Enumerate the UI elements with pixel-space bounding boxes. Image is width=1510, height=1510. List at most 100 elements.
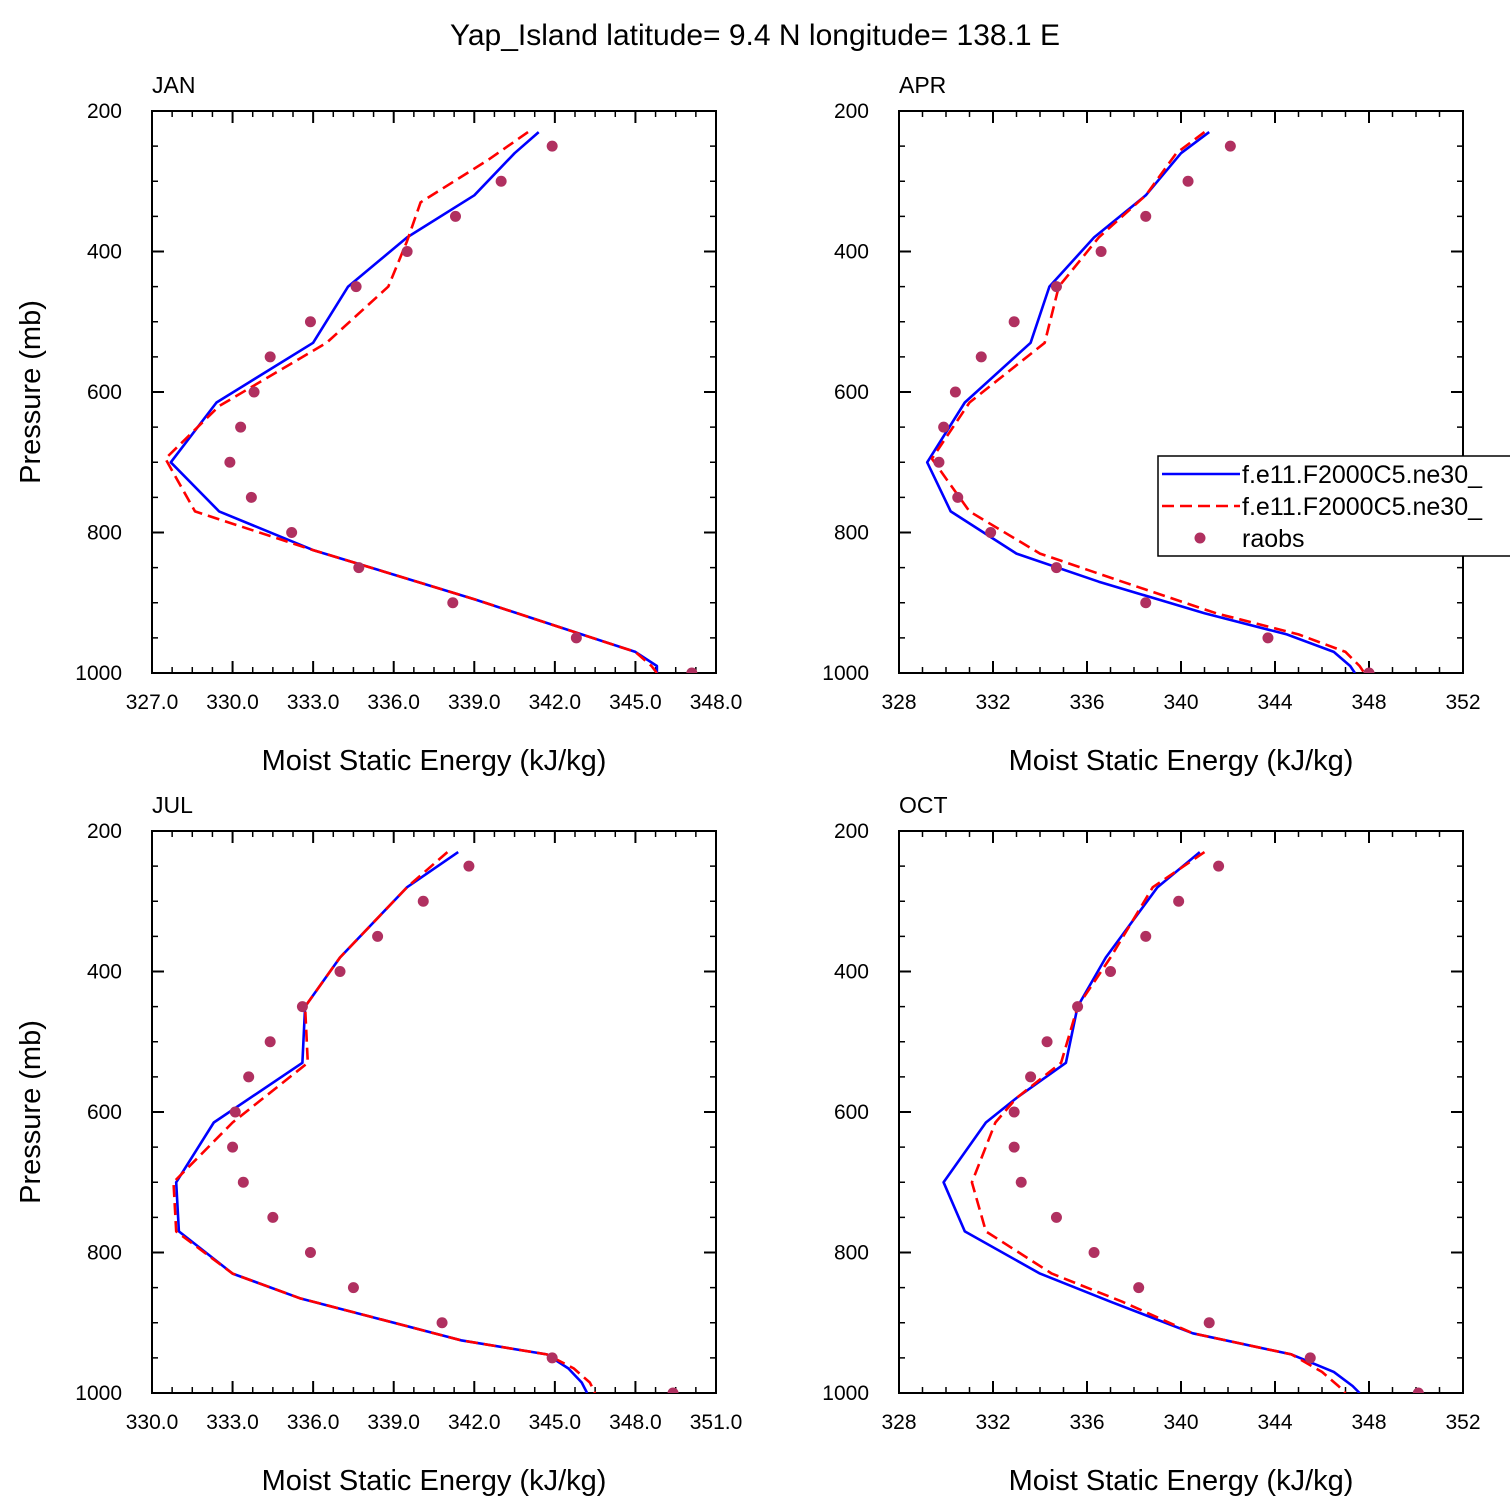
x-tick-label: 330.0: [126, 1411, 179, 1434]
x-tick-label: 348.0: [690, 691, 743, 714]
raobs-point: [417, 895, 429, 907]
raobs-point: [1041, 1036, 1053, 1048]
raobs-point: [1008, 1106, 1020, 1118]
raobs-point: [264, 351, 276, 363]
legend-raobs-marker: [1194, 532, 1206, 544]
y-tick-label: 600: [87, 381, 122, 404]
x-tick-label: 336: [1069, 1411, 1104, 1434]
raobs-point: [1015, 1176, 1027, 1188]
y-tick-label: 600: [87, 1101, 122, 1124]
y-tick-label: 600: [834, 1101, 869, 1124]
series-group: [164, 131, 698, 673]
x-tick-label: 352: [1445, 1411, 1480, 1434]
y-tick-label: 200: [87, 100, 122, 123]
y-tick-label: 1000: [822, 662, 869, 685]
raobs-point: [495, 175, 507, 187]
y-tick-label: 1000: [822, 1382, 869, 1405]
raobs-point: [401, 246, 413, 257]
raobs-point: [1224, 140, 1236, 152]
raobs-point: [1095, 246, 1107, 257]
legend-entry-label: f.e11.F2000C5.ne30_: [1242, 461, 1483, 489]
legend-entry-label: raobs: [1242, 525, 1305, 553]
raobs-point: [546, 1352, 558, 1364]
x-axis-label: Moist Static Energy (kJ/kg): [1009, 1465, 1354, 1497]
raobs-point: [447, 597, 459, 609]
raobs-point: [570, 632, 582, 644]
raobs-point: [267, 1211, 279, 1223]
raobs-point: [304, 316, 316, 328]
raobs-point: [1133, 1282, 1145, 1294]
raobs-point: [286, 527, 298, 538]
x-tick-label: 330.0: [206, 691, 259, 714]
raobs-point: [227, 1141, 239, 1153]
x-tick-label: 342.0: [448, 1411, 501, 1434]
model_b-line: [930, 131, 1366, 673]
raobs-point: [667, 1387, 679, 1393]
figure-title: Yap_Island latitude= 9.4 N longitude= 13…: [450, 19, 1060, 52]
raobs-point: [229, 1106, 241, 1118]
raobs-point: [264, 1036, 276, 1048]
x-tick-label: 339.0: [367, 1411, 420, 1434]
x-tick-label: 342.0: [529, 691, 582, 714]
x-tick-label: 340: [1163, 691, 1198, 714]
raobs-point: [334, 966, 346, 977]
raobs-point: [449, 210, 461, 222]
legend-entry-label: f.e11.F2000C5.ne30_: [1242, 493, 1483, 521]
raobs-point: [985, 527, 997, 538]
raobs-point: [1173, 895, 1185, 907]
raobs-point: [1304, 1352, 1316, 1364]
x-tick-label: 345.0: [609, 691, 662, 714]
x-tick-label: 327.0: [126, 691, 179, 714]
panel-label: JAN: [152, 72, 195, 98]
panel-jan: 327.0 330.0 333.0 336.0 339.0 342.0 345.0 348.0…: [15, 72, 742, 777]
y-tick-label: 200: [834, 100, 869, 123]
panel-label: OCT: [899, 792, 948, 818]
x-tick-label: 344: [1257, 691, 1292, 714]
model_b-line: [164, 131, 658, 673]
y-tick-label: 1000: [75, 1382, 122, 1405]
raobs-point: [436, 1317, 448, 1329]
panel-jul: 330.0 333.0 336.0 339.0 342.0 345.0 348.0 351.0…: [15, 792, 742, 1497]
raobs-point: [1140, 210, 1152, 222]
x-tick-label: 345.0: [529, 1411, 582, 1434]
raobs-point: [1412, 1387, 1424, 1393]
raobs-point: [1088, 1247, 1100, 1258]
x-tick-label: 328: [881, 691, 916, 714]
x-tick-label: 336.0: [367, 691, 420, 714]
y-axis-label: Pressure (mb): [15, 1020, 47, 1204]
y-tick-label: 400: [834, 961, 869, 984]
panels: 327.0 330.0 333.0 336.0 339.0 342.0 345.0 348.0…: [15, 72, 1510, 1497]
series-group: [172, 851, 679, 1393]
raobs-point: [304, 1247, 316, 1258]
legend: f.e11.F2000C5.ne30_ f.e11.F2000C5.ne30_ra…: [1157, 455, 1510, 557]
raobs-point: [1363, 667, 1375, 673]
raobs-point: [463, 860, 475, 872]
model_b-line: [172, 851, 597, 1393]
raobs-point: [1213, 860, 1225, 872]
raobs-point: [353, 562, 365, 574]
raobs-point: [1008, 316, 1020, 328]
x-tick-label: 336: [1069, 691, 1104, 714]
series-group: [925, 131, 1375, 673]
raobs-point: [1025, 1071, 1037, 1083]
raobs-point: [224, 456, 236, 468]
raobs-point: [1262, 632, 1274, 644]
y-tick-label: 800: [87, 1242, 122, 1265]
raobs-point: [686, 667, 698, 673]
raobs-point: [933, 456, 945, 468]
raobs-point: [237, 1176, 249, 1188]
panel-apr: 328 332 336 340 344 348 352 200 400 600 800 1000 APR…: [822, 72, 1480, 777]
x-tick-label: 344: [1257, 1411, 1292, 1434]
y-tick-label: 800: [834, 1242, 869, 1265]
raobs-point: [1105, 966, 1116, 977]
raobs-point: [1182, 175, 1194, 187]
x-tick-label: 340: [1163, 1411, 1198, 1434]
x-axis-label: Moist Static Energy (kJ/kg): [262, 745, 607, 777]
model_a-line: [942, 851, 1361, 1393]
x-tick-label: 336.0: [287, 1411, 340, 1434]
x-tick-label: 352: [1445, 691, 1480, 714]
raobs-point: [1008, 1141, 1020, 1153]
raobs-point: [546, 140, 558, 152]
